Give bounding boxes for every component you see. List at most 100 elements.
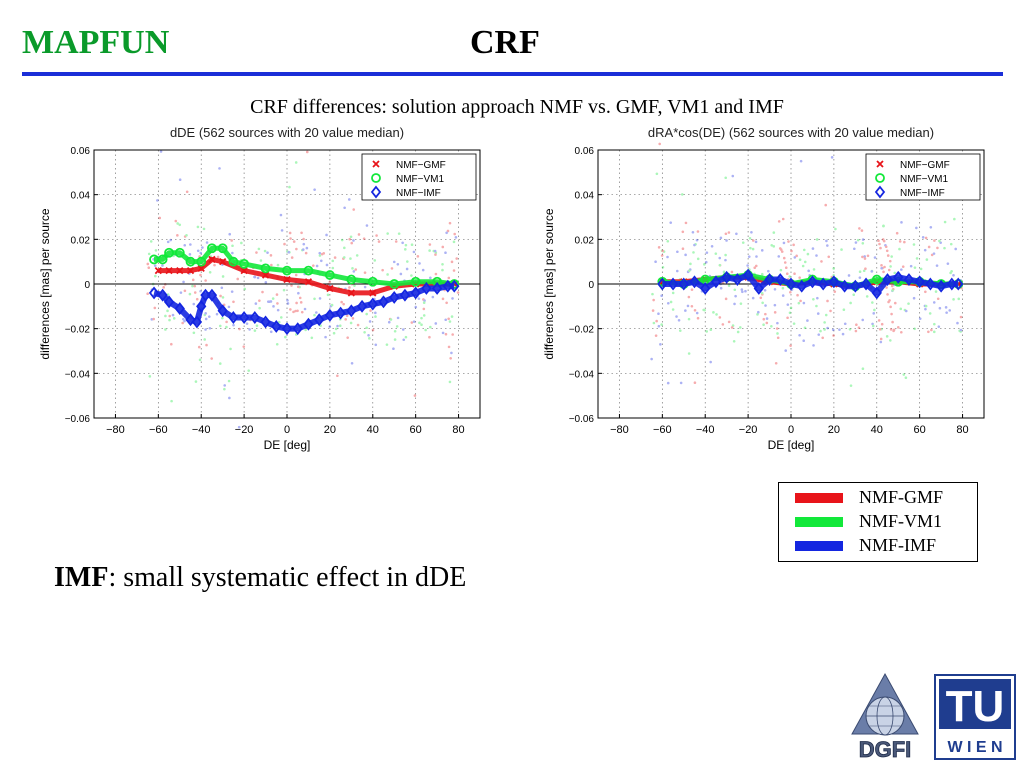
cloud-point — [775, 327, 779, 330]
cloud-point — [907, 302, 910, 305]
cloud-point — [166, 240, 170, 244]
cloud-point — [730, 270, 734, 274]
cloud-point — [277, 320, 281, 324]
cloud-point — [270, 263, 273, 267]
cloud-point — [313, 313, 316, 317]
cloud-point — [770, 243, 774, 247]
cloud-point — [266, 300, 270, 303]
cloud-point — [709, 328, 713, 332]
cloud-point — [412, 320, 416, 323]
cloud-point — [305, 150, 309, 154]
legend-label: NMF−VM1 — [900, 174, 949, 185]
cloud-point — [724, 253, 727, 257]
cloud-point — [201, 246, 204, 249]
tu-wien-logo: TU W I E N — [934, 674, 1016, 760]
cloud-point — [204, 317, 208, 321]
cloud-point — [950, 269, 953, 273]
chart-dde: dDE (562 sources with 20 value median) −8… — [38, 125, 481, 452]
cloud-point — [812, 297, 815, 301]
cloud-point — [799, 159, 803, 163]
series-band-d — [662, 272, 959, 296]
cloud-point — [330, 303, 334, 307]
cloud-point — [300, 231, 303, 235]
cloud-point — [892, 329, 895, 333]
cloud-point — [719, 236, 723, 240]
cloud-point — [300, 310, 304, 314]
cloud-point — [659, 343, 662, 346]
cloud-point — [320, 252, 324, 256]
cloud-point — [858, 270, 862, 274]
cloud-point — [654, 260, 657, 264]
cloud-point — [923, 248, 927, 252]
cloud-point — [374, 315, 377, 318]
cloud-point — [880, 327, 883, 331]
cloud-point — [902, 373, 906, 376]
cloud-point — [315, 311, 318, 314]
legend-marker-imf — [874, 185, 886, 199]
cloud-point — [176, 222, 179, 225]
cloud-point — [193, 284, 197, 288]
cloud-point — [793, 256, 797, 259]
cloud-point — [257, 247, 261, 251]
cloud-point — [927, 245, 931, 249]
cloud-point — [824, 203, 828, 207]
cloud-point — [450, 260, 454, 264]
cloud-point — [807, 269, 810, 273]
cloud-point — [666, 255, 669, 259]
cloud-point — [944, 306, 948, 309]
cloud-point — [943, 246, 946, 250]
cloud-point — [199, 251, 203, 255]
cloud-point — [230, 290, 234, 293]
cloud-point — [715, 313, 718, 316]
cloud-point — [434, 272, 438, 276]
cloud-point — [703, 308, 706, 312]
cloud-point — [684, 221, 688, 225]
cloud-point — [893, 271, 897, 275]
chart-legend — [361, 153, 477, 201]
cloud-point — [888, 259, 892, 263]
cloud-point — [705, 330, 709, 333]
cloud-point — [918, 317, 922, 320]
cloud-point — [675, 315, 678, 318]
cloud-point — [441, 297, 445, 301]
cloud-point — [336, 374, 339, 378]
cloud-point — [889, 328, 893, 331]
cloud-point — [915, 226, 918, 230]
cloud-point — [712, 311, 715, 314]
cloud-point — [662, 250, 666, 253]
cloud-point — [727, 320, 731, 324]
cloud-point — [671, 308, 675, 311]
cloud-point — [735, 232, 738, 236]
cloud-point — [718, 256, 722, 260]
cloud-point — [386, 273, 389, 276]
cloud-point — [161, 264, 164, 267]
cloud-point — [286, 302, 290, 305]
cloud-point — [741, 241, 745, 244]
cloud-point — [887, 300, 890, 304]
cloud-point — [192, 331, 196, 335]
cloud-point — [352, 208, 356, 211]
cloud-point — [303, 307, 307, 311]
cloud-point — [218, 362, 222, 365]
cloud-point — [363, 285, 367, 289]
cloud-point — [721, 323, 725, 326]
cloud-point — [313, 297, 316, 301]
cloud-point — [416, 255, 420, 258]
cloud-point — [679, 381, 683, 385]
legend-swatch-imf — [795, 541, 843, 551]
cloud-point — [280, 229, 284, 232]
cloud-point — [862, 269, 866, 273]
cloud-point — [296, 309, 299, 313]
cloud-point — [182, 317, 185, 321]
cloud-point — [424, 328, 427, 332]
cloud-point — [881, 238, 885, 241]
cloud-point — [654, 334, 658, 337]
cloud-point — [938, 239, 941, 243]
cloud-point — [761, 301, 764, 305]
cloud-point — [666, 381, 670, 385]
cloud-point — [765, 321, 769, 325]
cloud-point — [261, 290, 264, 294]
chart-legend — [865, 153, 981, 201]
cloud-point — [909, 264, 913, 268]
cloud-point — [798, 276, 801, 279]
